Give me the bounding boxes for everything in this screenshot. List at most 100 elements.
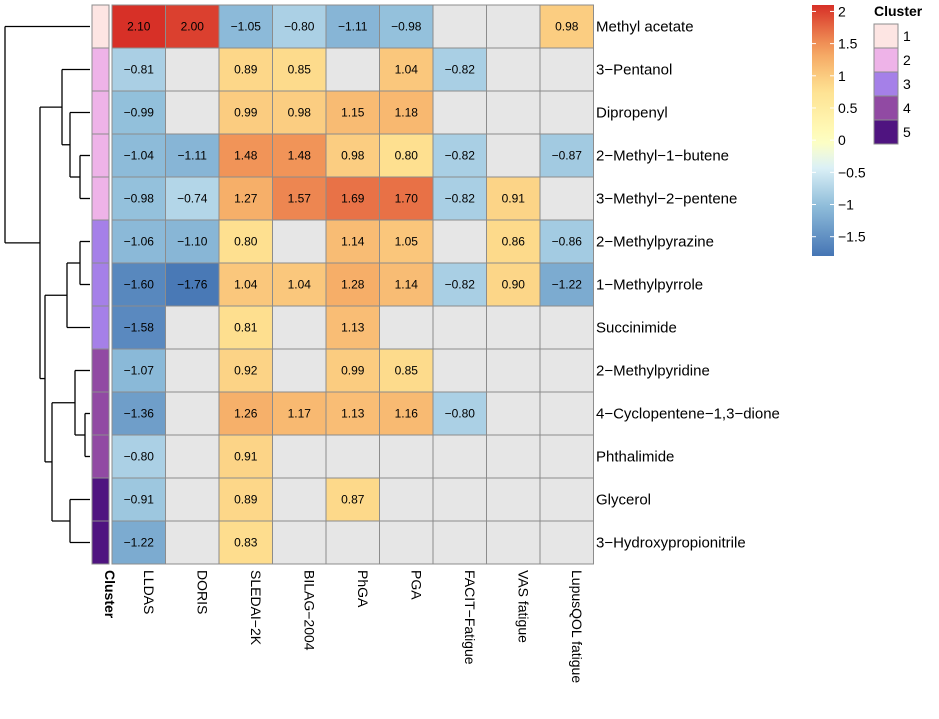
cell-value-label: 1.48 (288, 149, 312, 163)
cell-value-label: −0.82 (445, 63, 476, 77)
cell-value-label: 0.85 (395, 364, 419, 378)
cell-value-label: −0.80 (284, 20, 315, 34)
heatmap-cell (486, 520, 541, 565)
heatmap-cell (218, 90, 273, 135)
column-label: PhGA (355, 570, 371, 608)
heatmap-cell (379, 219, 434, 264)
cell-value-label: 0.92 (234, 364, 258, 378)
cell-value-label: 2.10 (127, 20, 151, 34)
row-label: 3−Pentanol (596, 62, 672, 79)
cell-value-label: −1.06 (124, 235, 155, 249)
cell-value-label: 0.85 (288, 63, 312, 77)
heatmap-cell (272, 434, 327, 479)
cell-value-label: 1.15 (341, 106, 365, 120)
heatmap-cell (165, 219, 220, 264)
heatmap-cell (539, 47, 594, 92)
heatmap-cell (272, 391, 327, 436)
cluster-axis-label: Cluster (102, 570, 118, 619)
cell-value-label: 0.87 (341, 493, 365, 507)
cell-value-label: 0.81 (234, 321, 258, 335)
heatmap-cell (272, 176, 327, 221)
cluster-annotation-cell (91, 262, 110, 307)
heatmap-cell (379, 348, 434, 393)
heatmap-cell (325, 176, 380, 221)
heatmap-cell (539, 133, 594, 178)
cluster-legend-swatch (873, 95, 899, 121)
cell-value-label: −0.98 (391, 20, 422, 34)
heatmap-cell (165, 391, 220, 436)
heatmap-cell (379, 262, 434, 307)
heatmap-cell (539, 391, 594, 436)
heatmap-cell (272, 133, 327, 178)
cluster-legend-label: 3 (903, 76, 911, 92)
heatmap-cell (486, 434, 541, 479)
cell-value-label: −0.82 (445, 278, 476, 292)
heatmap-cell (486, 133, 541, 178)
cell-value-label: 1.14 (341, 235, 365, 249)
heatmap-cell (111, 47, 166, 92)
cell-value-label: 0.99 (234, 106, 258, 120)
heatmap-cell (111, 520, 166, 565)
cluster-legend-label: 5 (903, 124, 911, 140)
row-label: 2−Methylpyridine (596, 363, 710, 380)
cell-value-label: 1.17 (288, 407, 312, 421)
heatmap-cell (432, 434, 487, 479)
cell-value-label: −1.10 (177, 235, 208, 249)
heatmap-cell (379, 176, 434, 221)
cell-value-label: 1.26 (234, 407, 258, 421)
cell-value-label: 1.05 (395, 235, 419, 249)
cell-value-label: 0.90 (502, 278, 526, 292)
heatmap-cell (539, 348, 594, 393)
heatmap-cell (432, 133, 487, 178)
heatmap-cells: 2.10 2.00 −1.05 −0.80 −1.11 −0.98 0.98 −0.81 0.8… (111, 4, 594, 565)
heatmap-cell (432, 348, 487, 393)
cell-value-label: −1.11 (338, 20, 368, 34)
cell-value-label: −1.11 (178, 149, 208, 163)
color-scale-legend: 2 1.5 1 0.5 0 −0.5 −1 −1.5 (812, 3, 866, 256)
cell-value-label: 0.98 (341, 149, 365, 163)
cell-value-label: 2.00 (181, 20, 205, 34)
cluster-legend-title: Cluster (874, 3, 923, 19)
cell-value-label: −0.86 (552, 235, 583, 249)
cell-value-label: 0.80 (395, 149, 419, 163)
heatmap-cell (272, 348, 327, 393)
cell-value-label: −0.82 (445, 192, 476, 206)
heatmap-cell (272, 520, 327, 565)
row-dendrogram (4, 25, 90, 544)
row-label: 2−Methyl−1−butene (596, 148, 729, 165)
heatmap-cell (165, 434, 220, 479)
heatmap-cell (165, 90, 220, 135)
cluster-annotation-cell (91, 520, 110, 565)
cell-value-label: −1.04 (124, 149, 155, 163)
cell-value-label: 0.80 (234, 235, 258, 249)
cell-value-label: −0.91 (124, 493, 155, 507)
cluster-annotation-cell (91, 434, 110, 479)
heatmap-cell (218, 305, 273, 350)
cluster-annotation-cell (91, 305, 110, 350)
cell-value-label: 1.70 (395, 192, 419, 206)
cluster-annotation-cell (91, 348, 110, 393)
heatmap-cell (486, 305, 541, 350)
heatmap-cell (539, 477, 594, 522)
heatmap-cell (486, 47, 541, 92)
cell-value-label: 1.16 (395, 407, 419, 421)
heatmap-cell (325, 262, 380, 307)
cell-value-label: −0.87 (552, 149, 583, 163)
heatmap-cell (165, 348, 220, 393)
column-labels: LLDAS DORIS SLEDAI−2K BILAG−2004 PhGA PGA FACI… (141, 570, 585, 683)
heatmap-cell (218, 434, 273, 479)
cell-value-label: −1.58 (124, 321, 155, 335)
color-scale-tick-label: −1.5 (838, 229, 866, 245)
heatmap-cell (379, 477, 434, 522)
heatmap-cell (165, 47, 220, 92)
heatmap-cell (432, 90, 487, 135)
heatmap-cell (486, 176, 541, 221)
color-scale-tick-label: 2 (838, 3, 846, 19)
row-label: Methyl acetate (596, 19, 694, 36)
cluster-legend-label: 4 (903, 100, 911, 116)
cluster-legend-swatch (873, 119, 899, 145)
column-label: SLEDAI−2K (248, 570, 264, 646)
heatmap-cell (325, 348, 380, 393)
color-scale-tick-label: 1 (838, 68, 846, 84)
row-label: Succinimide (596, 320, 677, 337)
